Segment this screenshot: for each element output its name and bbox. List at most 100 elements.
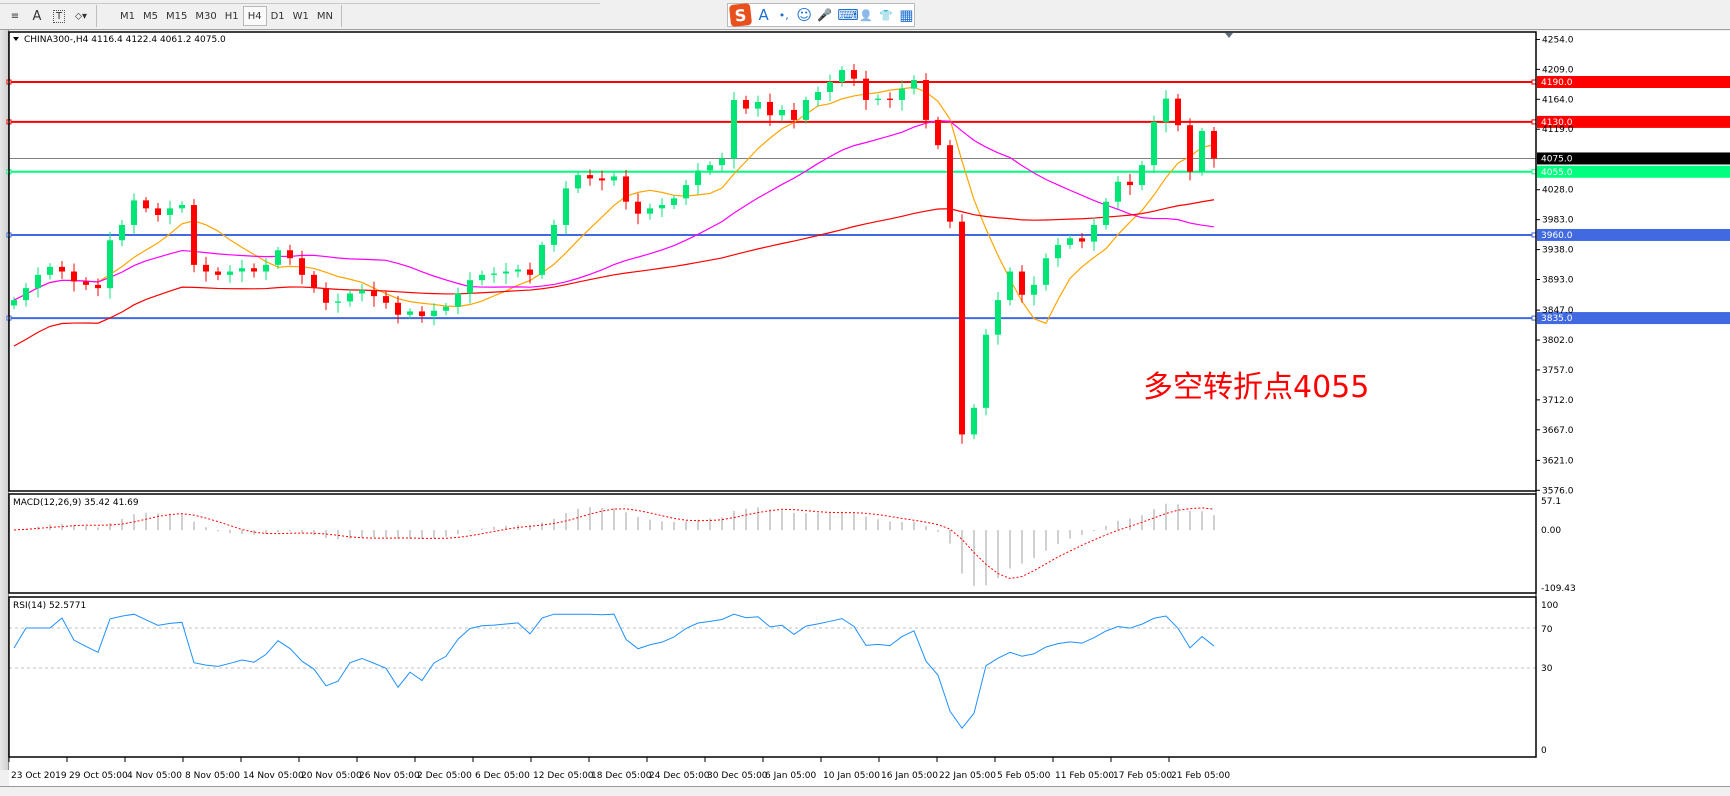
candle-body: [131, 200, 137, 225]
candle-body: [959, 221, 965, 435]
macd-zero-label: 0.00: [1541, 526, 1561, 536]
candle: [947, 139, 953, 229]
skin-icon[interactable]: 👕: [879, 8, 893, 22]
candle-body: [647, 208, 653, 214]
candle-body: [1067, 238, 1073, 245]
candle: [95, 278, 101, 297]
user-icon[interactable]: 👤: [859, 8, 873, 22]
candle-body: [635, 201, 641, 214]
price-tick-label: 4254.0: [1542, 35, 1574, 45]
candle-body: [923, 80, 929, 120]
timeframe-d1-button[interactable]: D1: [270, 10, 285, 22]
candle-body: [575, 175, 581, 189]
arrows-tool-button[interactable]: ⬦▾: [70, 6, 92, 26]
rsi-pane-frame: [8, 596, 1537, 758]
microphone-icon[interactable]: 🎤: [817, 8, 833, 22]
candle-body: [827, 82, 833, 92]
candle-body: [683, 185, 689, 199]
candle-body: [947, 145, 953, 222]
candle-body: [659, 205, 665, 209]
timeframe-m15-button[interactable]: M15: [166, 10, 188, 22]
candle-body: [1187, 125, 1193, 172]
level-price-label: 4075.0: [1541, 154, 1573, 164]
toolbar: ≡ A T ⬦▾ M1 M5 M15 M30 H1 H4 D1 W1 MN S A •, ☺ 🎤…: [0, 0, 1730, 30]
candle-body: [167, 208, 173, 215]
candle-body: [755, 101, 761, 109]
candle: [647, 203, 653, 220]
candle: [971, 404, 977, 440]
timeframe-m1-button[interactable]: M1: [120, 10, 135, 22]
timeframe-w1-button[interactable]: W1: [292, 10, 309, 22]
candle: [371, 281, 377, 307]
candle: [1151, 115, 1157, 174]
level-price-tag: [1537, 76, 1730, 88]
candle-body: [119, 224, 125, 241]
price-tick-label: 3983.0: [1542, 216, 1574, 226]
candle: [179, 201, 185, 214]
candle-body: [239, 268, 245, 272]
time-tick-label: 11 Feb 05:00: [1055, 771, 1114, 781]
status-strip: [0, 786, 1730, 796]
price-tick-label: 3621.0: [1542, 456, 1574, 466]
candle-body: [359, 290, 365, 294]
candle-body: [11, 300, 17, 306]
text-label-icon: T: [52, 9, 66, 23]
rsi-level-70: 70: [1541, 625, 1553, 635]
candle-body: [623, 176, 629, 202]
timeframe-h1-button[interactable]: H1: [224, 10, 239, 22]
timeframe-h4-button[interactable]: H4: [242, 6, 267, 26]
candle: [1127, 173, 1133, 196]
candle-body: [983, 334, 989, 408]
candle-body: [599, 178, 605, 181]
candle-body: [515, 269, 521, 272]
candle-body: [35, 274, 41, 289]
candle-body: [1175, 98, 1181, 126]
candle-body: [995, 300, 1001, 335]
candle: [671, 195, 677, 210]
candle-body: [299, 258, 305, 275]
level-price-label: 4055.0: [1541, 168, 1573, 178]
punctuation-icon[interactable]: •,: [778, 8, 789, 22]
candle: [227, 265, 233, 283]
candle-body: [455, 293, 461, 307]
candle-body: [887, 98, 893, 100]
chinese-mode-icon[interactable]: A: [758, 6, 769, 24]
time-tick-label: 26 Nov 05:00: [359, 771, 420, 781]
candle-body: [1163, 98, 1169, 122]
timeframe-m5-button[interactable]: M5: [143, 10, 158, 22]
chart-shift-marker-icon[interactable]: [1225, 33, 1233, 38]
timeframe-m30-button[interactable]: M30: [195, 10, 217, 22]
candle: [335, 293, 341, 313]
candle: [479, 270, 485, 286]
rsi-level-100: 100: [1541, 601, 1558, 611]
pivot-annotation: 多空转折点4055: [1143, 370, 1369, 405]
candle: [263, 257, 269, 281]
candle: [623, 170, 629, 210]
emoji-icon[interactable]: ☺: [796, 6, 813, 24]
rsi-level-0: 0: [1541, 746, 1547, 756]
candle-body: [251, 268, 257, 272]
candle: [83, 277, 89, 291]
candle-body: [863, 78, 869, 100]
level-price-tag: [1537, 228, 1730, 241]
candle-body: [263, 264, 269, 272]
timeframe-bar: M1 M5 M15 M30 H1 H4 D1 W1 MN: [116, 5, 346, 27]
candle-body: [107, 240, 113, 289]
candle: [1139, 160, 1145, 191]
toolbox-icon[interactable]: ▦: [899, 6, 914, 24]
candle-body: [707, 165, 713, 171]
text-label-tool-button[interactable]: T: [48, 6, 70, 26]
price-tick-label: 3802.0: [1542, 336, 1574, 346]
fibo-tool-button[interactable]: ≡: [4, 6, 26, 26]
time-tick-label: 18 Dec 05:00: [591, 771, 652, 781]
candle-body: [815, 91, 821, 100]
candle: [659, 198, 665, 217]
candle: [1175, 93, 1181, 132]
separator: [96, 5, 97, 27]
candle-body: [1103, 201, 1109, 225]
timeframe-mn-button[interactable]: MN: [316, 10, 334, 22]
text-tool-button[interactable]: A: [26, 6, 48, 26]
collapse-arrow-icon[interactable]: [13, 37, 19, 41]
arrows-icon: ⬦▾: [74, 10, 88, 22]
